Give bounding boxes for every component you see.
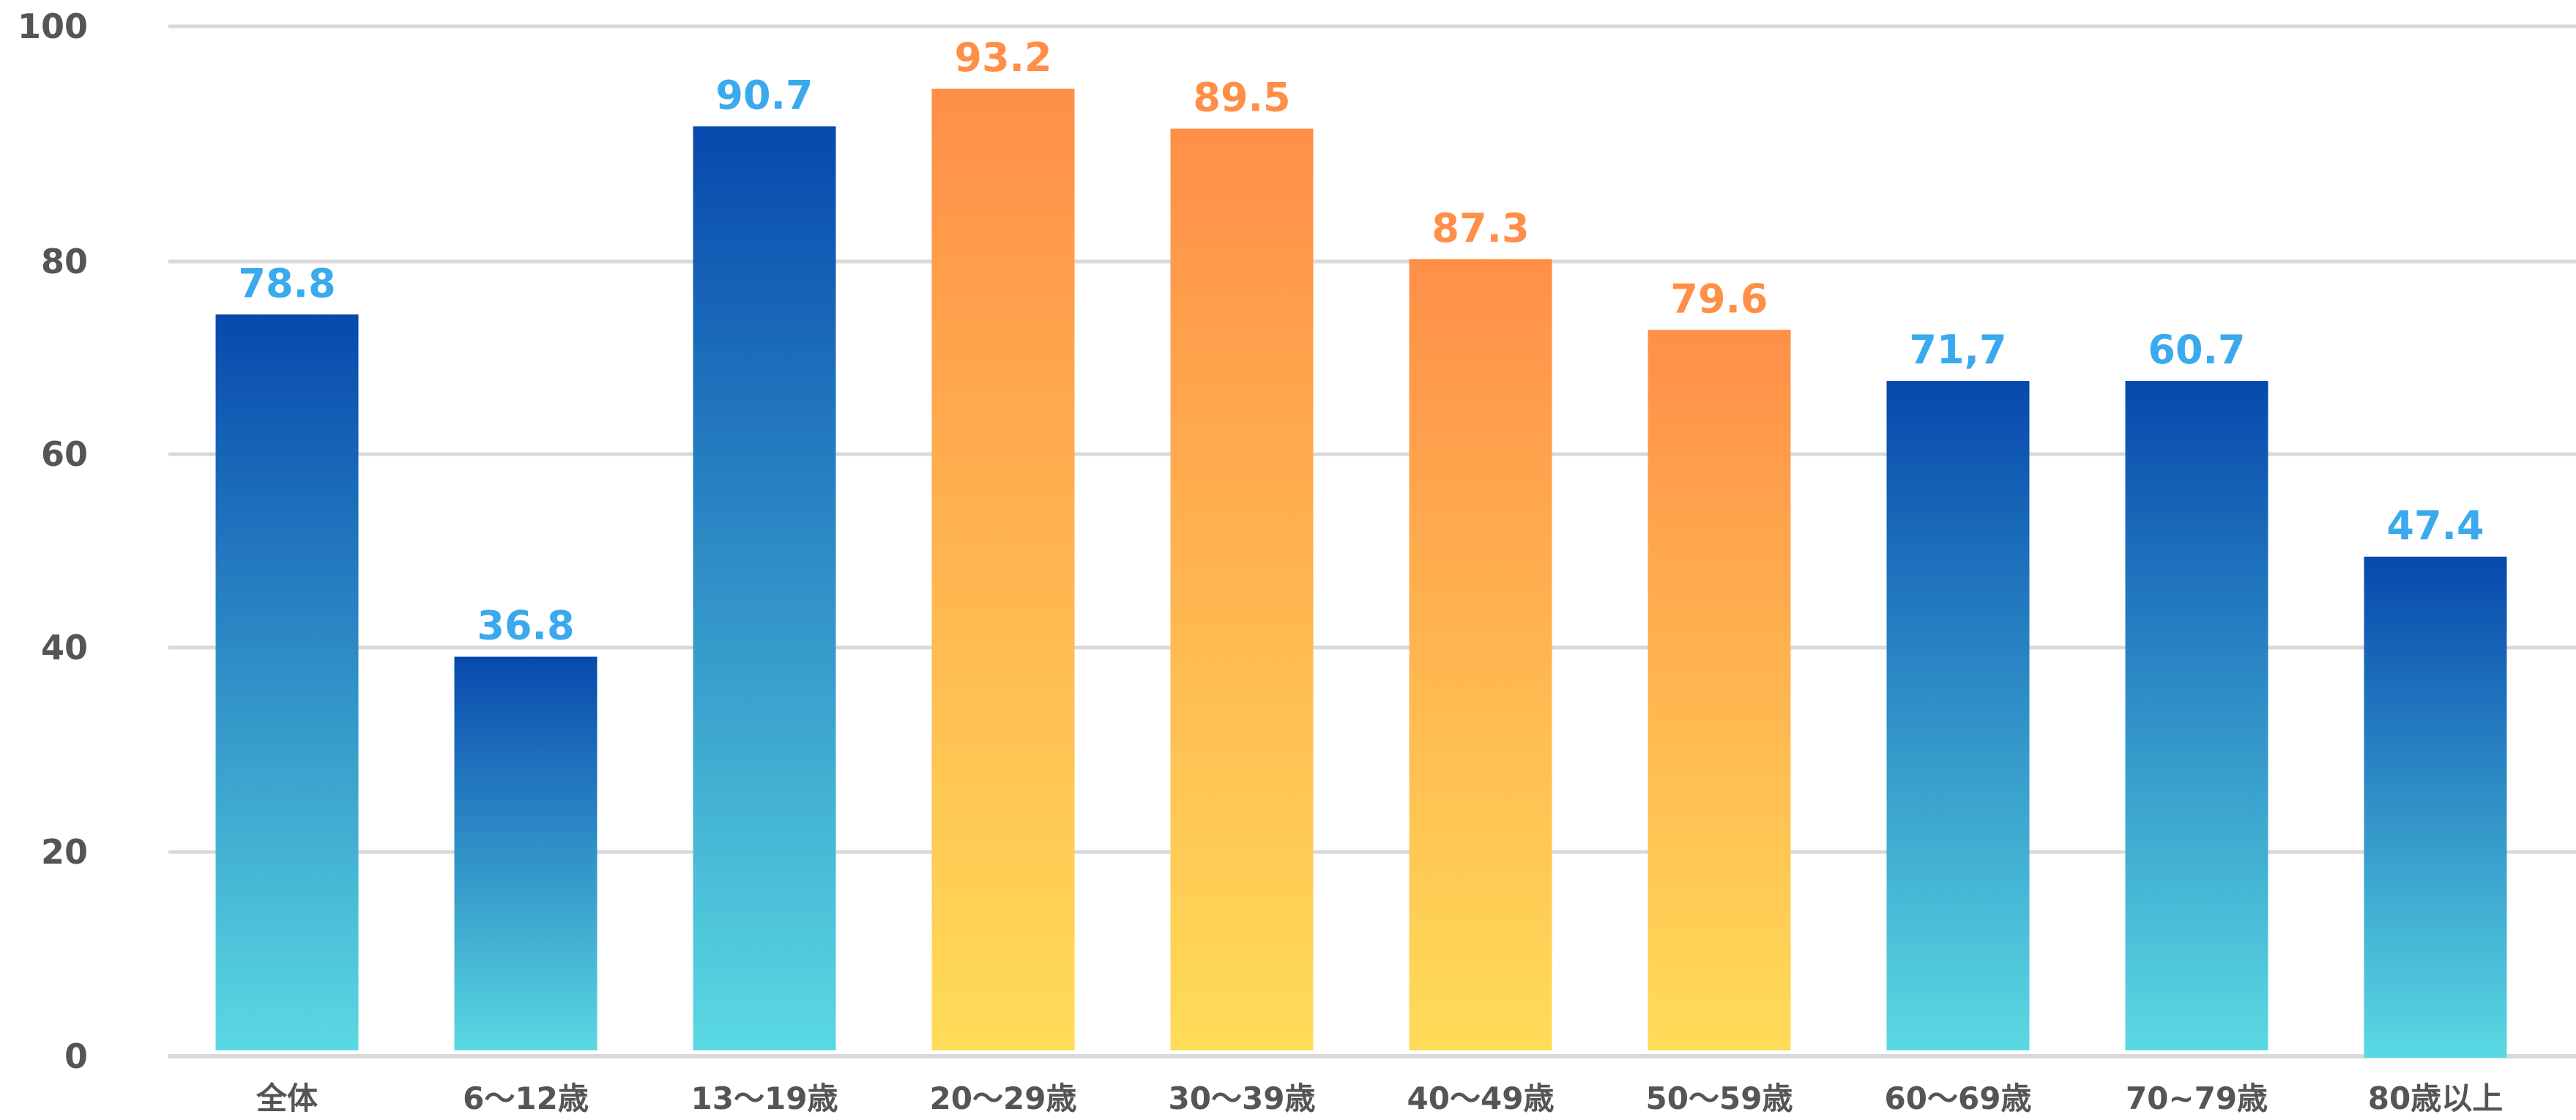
bar [1648,330,1791,1050]
y-tick-label: 0 [64,1036,88,1076]
bar [1409,259,1552,1050]
value-label: 60.7 [2148,327,2245,373]
value-label: 93.2 [954,34,1051,81]
x-tick-label: 6～12歳 [463,1080,589,1116]
y-tick-label: 100 [18,7,88,46]
x-tick-label: 20～29歳 [930,1080,1077,1116]
x-axis-tick-labels: 全体 6～12歳 13～19歳 20～29歳 30～39歳 40～49歳 50～59歳 60～… [256,1080,2503,1116]
value-label: 89.5 [1193,75,1290,121]
y-tick-label: 20 [41,832,88,872]
y-tick-label: 80 [41,242,88,281]
bar [2125,381,2268,1050]
value-label: 90.7 [715,72,813,118]
bar [215,314,359,1050]
bars [215,89,2507,1058]
x-tick-label: 60～69歳 [1885,1080,2032,1116]
y-tick-label: 60 [41,434,88,474]
bar [454,656,598,1050]
value-label: 36.8 [477,603,574,649]
x-tick-label: 全体 [256,1080,318,1116]
x-tick-label: 40～49歳 [1407,1080,1555,1116]
value-labels: 78.8 36.8 90.7 93.2 89.5 87.3 79.6 71,7 60.7 47.4 [238,34,2484,648]
value-label: 78.8 [238,260,335,306]
bar [931,89,1075,1051]
x-tick-label: 80歳以上 [2368,1080,2503,1116]
x-tick-label: 13～19歳 [691,1080,838,1116]
value-label: 87.3 [1432,205,1529,251]
x-tick-label: 30～39歳 [1169,1080,1316,1116]
bar [1170,128,1314,1050]
bar [693,126,836,1050]
bar [2364,556,2507,1058]
value-label: 79.6 [1670,275,1768,322]
x-tick-label: 70~79歳 [2126,1080,2268,1116]
value-label: 71,7 [1909,327,2006,373]
y-axis-tick-labels: 0 20 40 60 80 100 [18,7,88,1076]
x-tick-label: 50～59歳 [1646,1080,1793,1116]
y-tick-label: 40 [41,628,88,667]
value-label: 47.4 [2386,502,2484,549]
bar [1886,381,2030,1050]
